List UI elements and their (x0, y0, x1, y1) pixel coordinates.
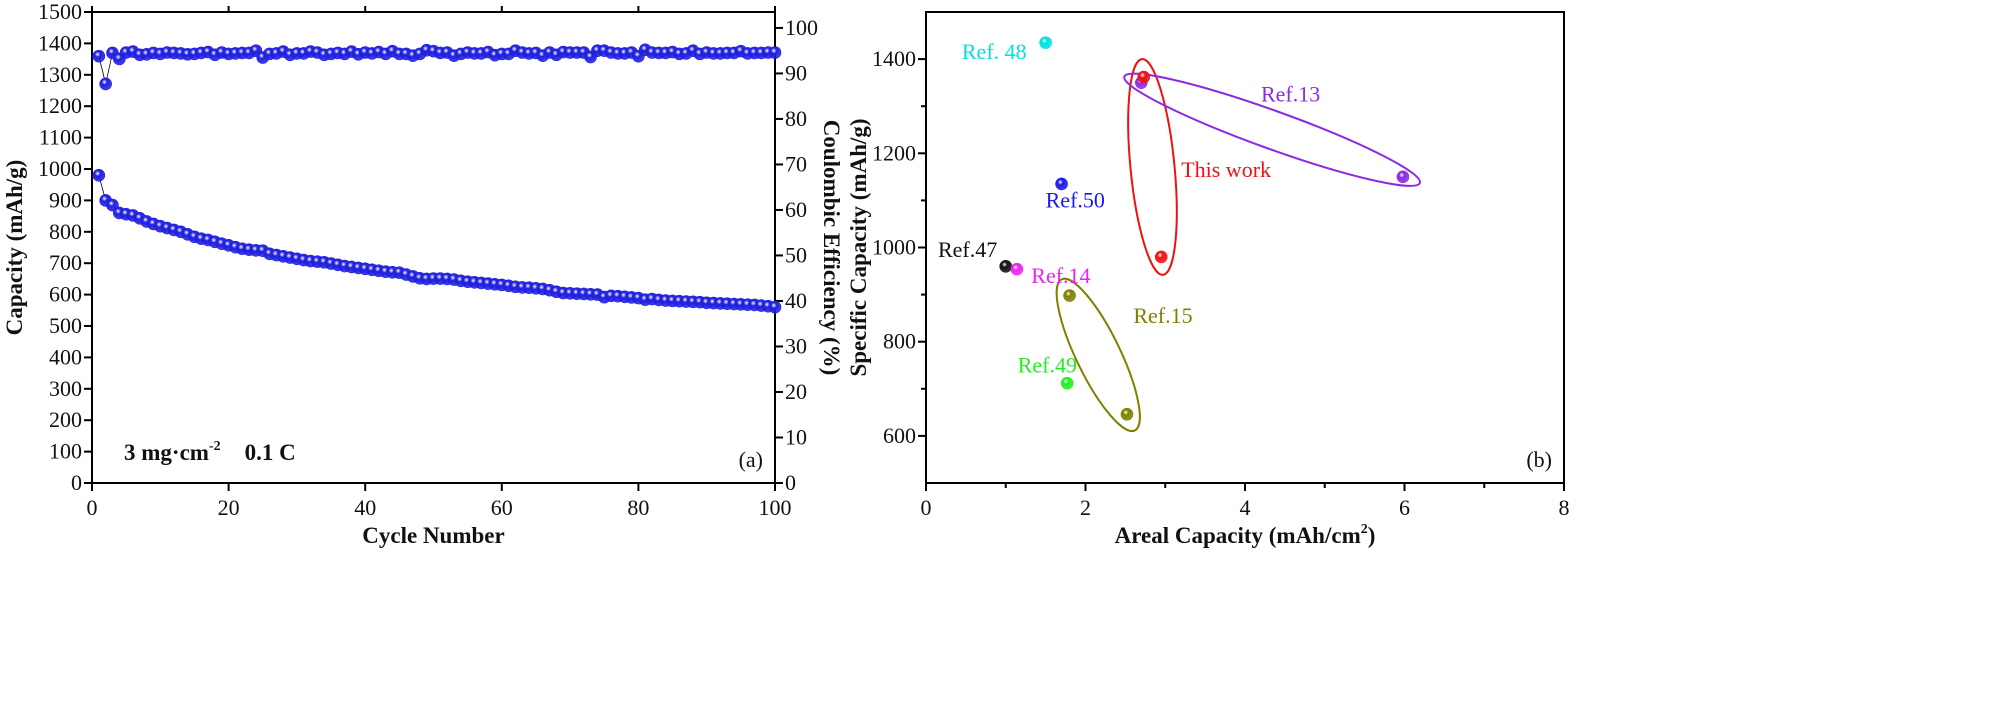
y2-tick-label: 60 (785, 197, 807, 222)
x-axis-label: Areal Capacity (mAh/cm2) (1115, 522, 1376, 548)
y-tick-label: 700 (49, 250, 82, 275)
y-tick-label: 400 (49, 344, 82, 369)
x-tick-label: 0 (87, 495, 98, 520)
x-tick-label: 6 (1399, 495, 1410, 520)
series-label: Ref.14 (1031, 263, 1090, 288)
data-point-ref-15 (1120, 407, 1134, 421)
x-tick-label: 60 (491, 495, 513, 520)
series-label: Ref.13 (1261, 81, 1320, 106)
data-point-ref-13 (1396, 170, 1410, 184)
y-axis-label: Specific Capacity (mAh/g) (846, 118, 871, 376)
ce-point (768, 46, 782, 59)
panel-b: 0 2 4 6 8 600 800 1000 1200 1400 Areal Capacity (m… (846, 11, 1570, 548)
series-label: Ref. 48 (962, 39, 1027, 64)
x-tick-label: 80 (627, 495, 649, 520)
y-tick-label: 0 (71, 470, 82, 495)
y-tick-label: 1500 (38, 0, 82, 24)
y-tick-label: 1000 (38, 156, 82, 181)
this-work-ellipse (1127, 58, 1178, 276)
data-point-ref-49 (1060, 376, 1074, 390)
y-tick-label: 1200 (38, 93, 82, 118)
panel-a: 0 20 40 60 80 1000100200300400500600700800900… (2, 0, 844, 548)
plot-frame (91, 11, 776, 484)
y-tick-label: 300 (49, 376, 82, 401)
y2-tick-label: 30 (785, 333, 807, 358)
series-label: Ref.50 (1046, 187, 1105, 212)
x-axis-label: Cycle Number (362, 523, 504, 548)
y-tick-label: 800 (49, 219, 82, 244)
panel-label: (b) (1526, 447, 1552, 472)
y-tick-label: 1400 (872, 46, 916, 71)
condition-annotation: 3 mg·cm-2 0.1 C (124, 439, 296, 465)
y2-tick-label: 10 (785, 424, 807, 449)
series-label: Ref.15 (1133, 303, 1192, 328)
y2-tick-label: 80 (785, 106, 807, 131)
y2-tick-label: 50 (785, 242, 807, 267)
data-point-this-work (1154, 250, 1168, 264)
y-tick-label: 1200 (872, 140, 916, 165)
series-label: This work (1181, 157, 1271, 182)
y-tick-label: 1000 (872, 235, 916, 260)
x-tick-label: 8 (1559, 495, 1570, 520)
ce-point (92, 49, 106, 63)
ref15-ellipse (1055, 277, 1141, 433)
y-tick-label: 900 (49, 187, 82, 212)
ce-point (99, 77, 112, 91)
y-tick-label: 600 (883, 423, 916, 448)
ref13-ellipse (1123, 72, 1421, 187)
data-point-ref-47 (999, 260, 1013, 273)
x-tick-label: 100 (759, 495, 792, 520)
y-tick-label: 200 (49, 407, 82, 432)
plot-frame (925, 11, 1565, 484)
y2-tick-label: 90 (785, 60, 807, 85)
panel-label: (a) (739, 447, 763, 472)
data-point-this-work (1137, 70, 1151, 84)
y2-tick-label: 0 (785, 470, 796, 495)
capacity-point (92, 168, 106, 182)
y2-tick-label: 100 (785, 15, 818, 40)
x-tick-label: 4 (1240, 495, 1251, 520)
y-tick-label: 100 (49, 439, 82, 464)
x-tick-label: 40 (354, 495, 376, 520)
series-label: Ref.49 (1018, 352, 1077, 377)
data-point-ref-15 (1063, 289, 1076, 302)
data-point-ref-14 (1010, 262, 1024, 276)
y2-tick-label: 70 (785, 151, 807, 176)
data-point-ref-50 (1055, 177, 1068, 191)
x-tick-label: 0 (921, 495, 932, 520)
y2-tick-label: 40 (785, 288, 807, 313)
y-tick-label: 1100 (39, 125, 82, 150)
y2-tick-label: 20 (785, 379, 807, 404)
y-tick-label: 1300 (38, 62, 82, 87)
y-tick-label: 1400 (38, 30, 82, 55)
y-tick-label: 800 (883, 329, 916, 354)
capacity-point (768, 300, 782, 314)
x-tick-label: 20 (218, 495, 240, 520)
y2-axis-label: Coulombic Efficiency (%) (819, 120, 844, 376)
series-label: Ref.47 (938, 237, 997, 262)
y-tick-label: 600 (49, 282, 82, 307)
y-axis-label: Capacity (mAh/g) (2, 160, 27, 336)
data-point-ref-48 (1039, 36, 1052, 49)
y-tick-label: 500 (49, 313, 82, 338)
x-tick-label: 2 (1080, 495, 1091, 520)
